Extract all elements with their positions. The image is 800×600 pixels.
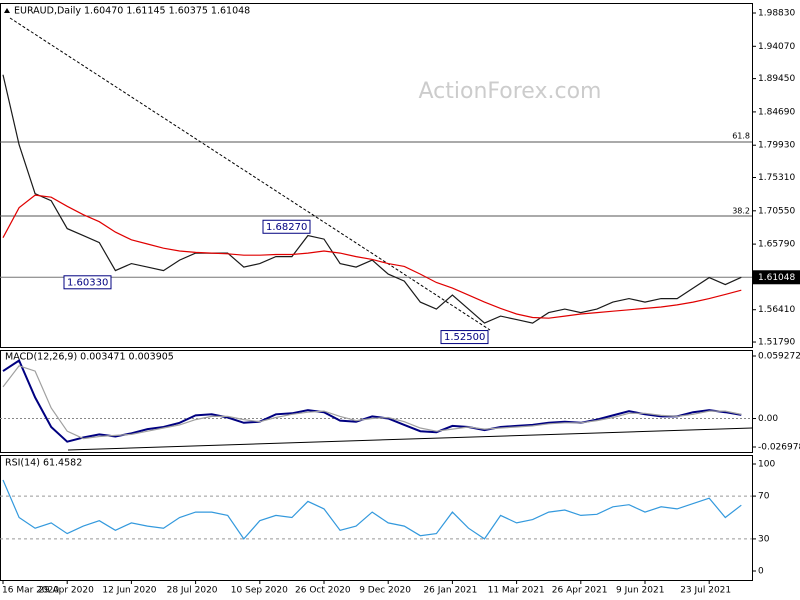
trend-line — [9, 17, 491, 331]
y-tick-label: 30 — [758, 534, 770, 544]
series-line — [2, 479, 742, 540]
x-tick-label: 26 Oct 2020 — [295, 586, 351, 596]
watermark: ActionForex.com — [419, 79, 602, 104]
y-tick-label: 0 — [758, 567, 764, 577]
y-tick-label: -0.026978 — [758, 442, 800, 452]
macd-trend-line — [67, 427, 753, 451]
last-price-box — [753, 270, 800, 285]
annotation-label: 1.52500 — [444, 332, 485, 343]
annotation-box — [440, 330, 489, 345]
series-line — [2, 194, 742, 319]
y-tick-label: 1.56410 — [758, 305, 795, 315]
series-line — [2, 74, 742, 324]
y-tick-label: 1.84690 — [758, 107, 795, 117]
x-tick-label: 16 Mar 2020 — [2, 586, 59, 596]
annotation-label: 1.68270 — [266, 222, 307, 233]
x-tick-label: 11 Mar 2021 — [488, 586, 545, 596]
x-tick-label: 29 Apr 2020 — [38, 586, 94, 596]
y-tick-label: 70 — [758, 492, 770, 502]
y-tick-label: 1.89450 — [758, 74, 795, 84]
x-tick-label: 26 Jan 2021 — [423, 586, 477, 596]
fib-label: 61.8 — [732, 132, 750, 141]
annotation-box — [262, 219, 311, 234]
y-tick-label: 1.79930 — [758, 141, 795, 151]
last-price-label: 1.61048 — [758, 273, 795, 283]
y-tick-label: 0.00 — [758, 414, 778, 424]
y-tick-label: 1.98830 — [758, 9, 795, 19]
x-tick-label: 10 Sep 2020 — [231, 586, 288, 596]
title-icon — [4, 8, 10, 13]
x-tick-label: 28 Jul 2020 — [167, 586, 218, 596]
x-tick-label: 12 Jun 2020 — [102, 586, 156, 596]
annotation-label: 1.60330 — [67, 277, 108, 288]
series-line — [2, 365, 742, 440]
x-tick-label: 9 Dec 2020 — [359, 586, 411, 596]
y-tick-label: 1.75310 — [758, 173, 795, 183]
x-tick-label: 23 Jul 2021 — [680, 586, 731, 596]
y-tick-label: 1.65790 — [758, 240, 795, 250]
y-tick-label: 1.70550 — [758, 206, 795, 216]
chart-title: EURAUD,Daily 1.60470 1.61145 1.60375 1.6… — [14, 6, 250, 17]
x-tick-label: 26 Apr 2021 — [552, 586, 608, 596]
y-tick-label: 100 — [758, 459, 775, 469]
macd-title: MACD(12,26,9) 0.003471 0.003905 — [5, 352, 174, 363]
rsi-panel — [0, 455, 753, 581]
y-tick-label: 0.059272 — [758, 352, 800, 362]
x-tick-label: 9 Jun 2021 — [616, 586, 664, 596]
y-tick-label: 1.94070 — [758, 42, 795, 52]
y-tick-label: 1.51790 — [758, 338, 795, 348]
macd-panel — [0, 350, 753, 453]
rsi-title: RSI(14) 61.4582 — [5, 458, 82, 469]
fib-label: 38.2 — [732, 207, 750, 216]
annotation-box — [63, 275, 112, 290]
price-panel — [0, 3, 753, 348]
